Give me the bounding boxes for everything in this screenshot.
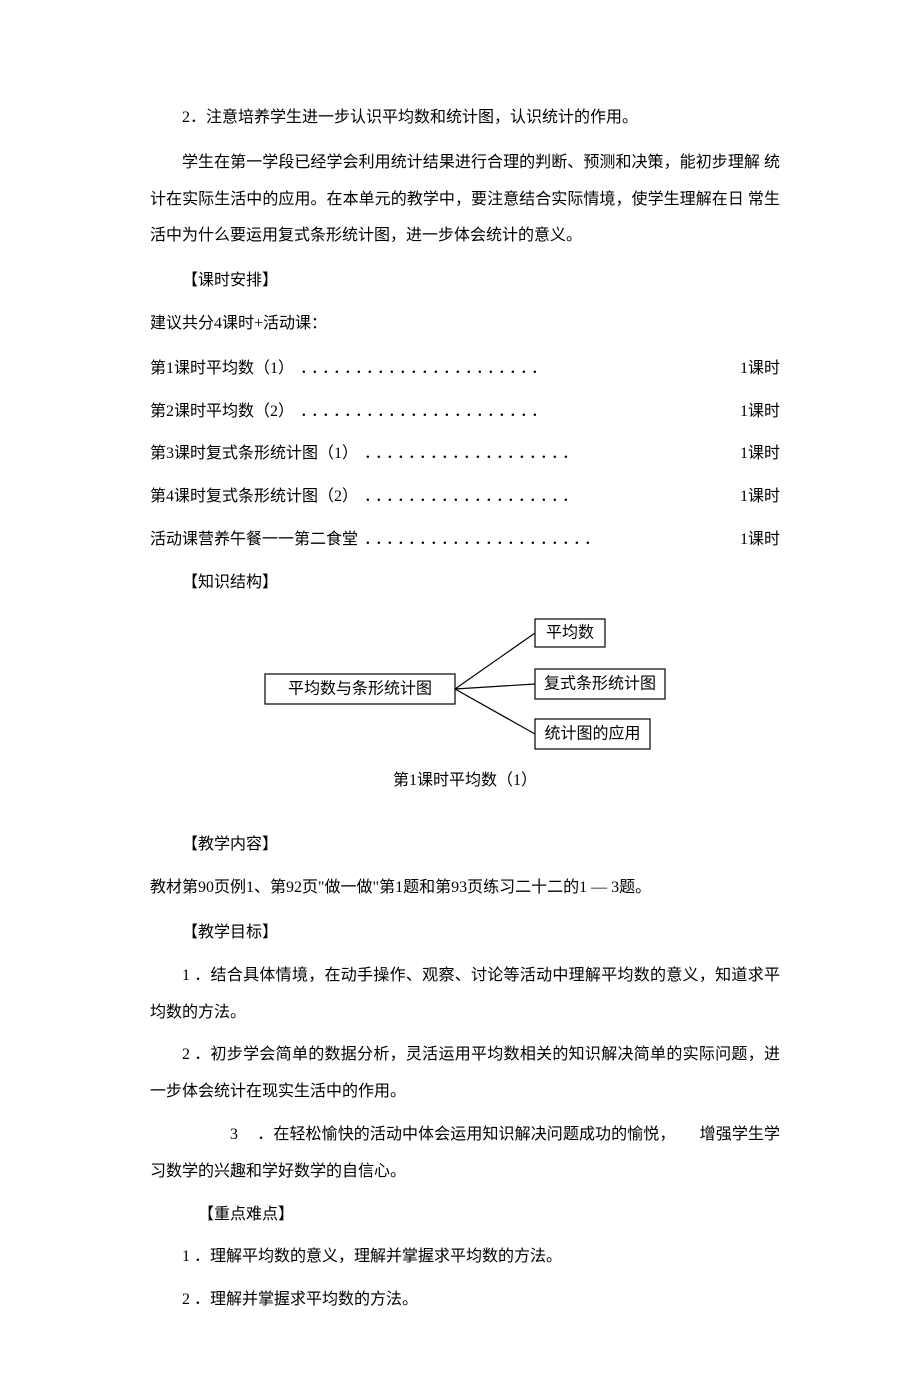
schedule-title: 【课时安排】 bbox=[150, 263, 780, 300]
keypoint-item: 1 ．理解平均数的意义，理解并掌握求平均数的方法。 bbox=[150, 1239, 780, 1276]
toc-dots: ．．．．．．．．．．．．．．．．．．．．．． bbox=[300, 394, 734, 431]
top-heading: 2．注意培养学生进一步认识平均数和统计图，认识统计的作用。 bbox=[150, 100, 780, 137]
toc-label: 第2课时平均数（2） bbox=[150, 394, 294, 431]
goal-item: 2 ．初步学会简单的数据分析，灵活运用平均数相关的知识解决简单的实际问题，进 一… bbox=[150, 1037, 780, 1111]
toc-line: 第4课时复式条形统计图（2） ．．．．．．．．．．．．．．．．．．． 1课时 bbox=[150, 479, 780, 516]
toc-line: 活动课营养午餐一一第二食堂 ．．．．．．．．．．．．．．．．．．．．． 1课时 bbox=[150, 522, 780, 559]
knowledge-structure-diagram: 平均数与条形统计图 平均数复式条形统计图统计图的应用 bbox=[150, 614, 780, 759]
toc-dots: ．．．．．．．．．．．．．．．．．．． bbox=[364, 436, 734, 473]
toc-label: 第1课时平均数（1） bbox=[150, 351, 294, 388]
svg-text:平均数: 平均数 bbox=[546, 623, 594, 641]
toc-right: 1课时 bbox=[740, 479, 780, 516]
goal-number: 3 bbox=[150, 1117, 257, 1154]
goal-item: 1 ．结合具体情境，在动手操作、观察、讨论等活动中理解平均数的意义，知道求平 均… bbox=[150, 958, 780, 1032]
content-title: 【教学内容】 bbox=[150, 827, 780, 864]
toc-dots: ．．．．．．．．．．．．．．．．．．． bbox=[364, 479, 734, 516]
toc-line: 第1课时平均数（1） ．．．．．．．．．．．．．．．．．．．．．． 1课时 bbox=[150, 351, 780, 388]
content-paragraph: 教材第90页例1、第92页"做一做"第1题和第93页练习二十二的1 — 3题。 bbox=[150, 870, 780, 907]
structure-title: 【知识结构】 bbox=[150, 565, 780, 602]
tree-diagram-svg: 平均数与条形统计图 平均数复式条形统计图统计图的应用 bbox=[255, 614, 675, 759]
goals-title: 【教学目标】 bbox=[150, 915, 780, 952]
toc-label: 第4课时复式条形统计图（2） bbox=[150, 479, 358, 516]
toc-label: 活动课营养午餐一一第二食堂 bbox=[150, 522, 358, 559]
toc-line: 第2课时平均数（2） ．．．．．．．．．．．．．．．．．．．．．． 1课时 bbox=[150, 394, 780, 431]
keypoint-item: 2 ．理解并掌握求平均数的方法。 bbox=[150, 1282, 780, 1319]
toc-right: 1课时 bbox=[740, 522, 780, 559]
document-page: 2．注意培养学生进一步认识平均数和统计图，认识统计的作用。 学生在第一学段已经学… bbox=[0, 0, 920, 1385]
keypoints-title: 【重点难点】 bbox=[150, 1197, 780, 1234]
intro-paragraph: 学生在第一学段已经学会利用统计结果进行合理的判断、预测和决策，能初步理解 统计在… bbox=[150, 145, 780, 255]
toc-dots: ．．．．．．．．．．．．．．．．．．．．． bbox=[364, 522, 734, 559]
schedule-intro: 建议共分4课时+活动课： bbox=[150, 306, 780, 343]
toc-label: 第3课时复式条形统计图（1） bbox=[150, 436, 358, 473]
svg-text:复式条形统计图: 复式条形统计图 bbox=[544, 674, 656, 692]
toc-dots: ．．．．．．．．．．．．．．．．．．．．．． bbox=[300, 351, 734, 388]
toc-right: 1课时 bbox=[740, 436, 780, 473]
svg-text:平均数与条形统计图: 平均数与条形统计图 bbox=[288, 679, 432, 697]
toc-line: 第3课时复式条形统计图（1） ．．．．．．．．．．．．．．．．．．． 1课时 bbox=[150, 436, 780, 473]
toc-right: 1课时 bbox=[740, 394, 780, 431]
diagram-caption: 第1课时平均数（1） bbox=[150, 763, 780, 800]
toc-right: 1课时 bbox=[740, 351, 780, 388]
svg-text:统计图的应用: 统计图的应用 bbox=[544, 723, 640, 742]
goal-item: 3．在轻松愉快的活动中体会运用知识解决问题成功的愉悦， 增强学生学习数学的兴趣和… bbox=[150, 1117, 780, 1191]
